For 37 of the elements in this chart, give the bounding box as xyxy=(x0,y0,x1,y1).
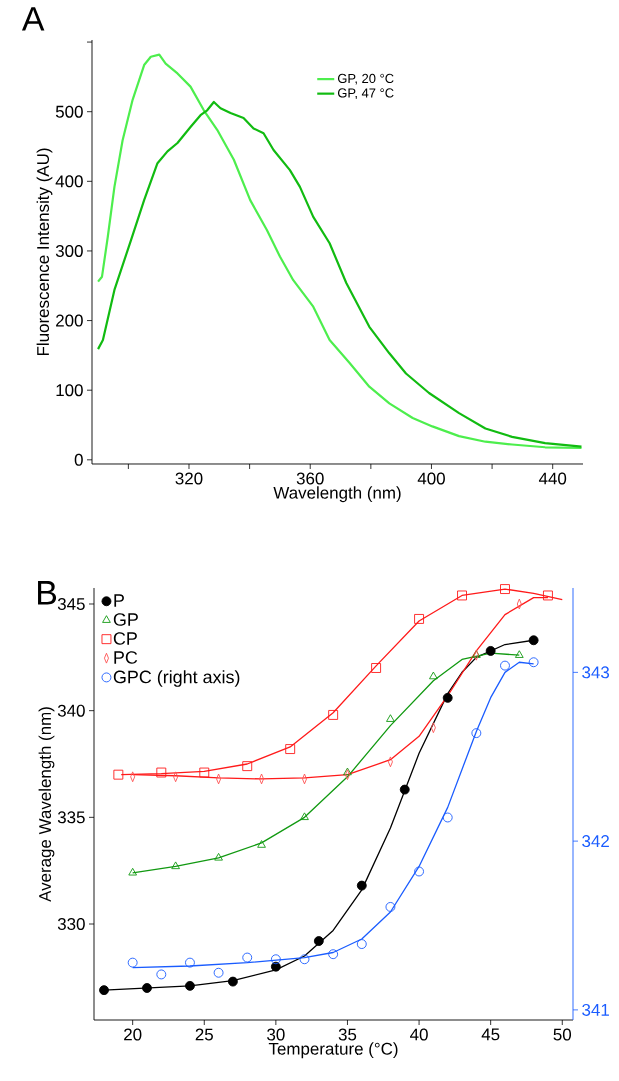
legend-label: GP xyxy=(113,613,138,626)
x-tick-label: 400 xyxy=(417,472,445,485)
y-tick-label: 340 xyxy=(57,704,85,717)
chart-title: A xyxy=(21,7,45,31)
legend-label: P xyxy=(114,594,124,607)
y-tick-label: 500 xyxy=(55,105,83,118)
y2-tick-label: 342 xyxy=(582,835,609,848)
y-axis-title: Average Wavelength (nm) xyxy=(38,707,55,902)
x-tick-label: 320 xyxy=(175,472,203,485)
y-tick-label: 300 xyxy=(55,244,83,257)
x-tick-label: 20 xyxy=(124,1028,142,1041)
x-axis-title: Temperature (°C) xyxy=(268,1042,398,1059)
x-tick-label: 40 xyxy=(410,1028,428,1041)
y-axis-title: Fluorescence Intensity (AU) xyxy=(36,148,53,356)
y-tick-label: 345 xyxy=(57,598,85,610)
legend-label: GP, 20 °C xyxy=(337,73,394,85)
y-tick-label: 100 xyxy=(56,384,83,397)
x-tick-label: 25 xyxy=(195,1028,213,1041)
x-tick-label: 45 xyxy=(481,1028,500,1041)
x-tick-label: 35 xyxy=(338,1028,357,1041)
x-tick-label: 50 xyxy=(553,1028,572,1041)
chart-title: B xyxy=(38,581,57,605)
y-tick-label: 400 xyxy=(55,175,83,188)
y2-tick-label: 343 xyxy=(582,666,610,679)
legend-label: CP xyxy=(113,632,137,645)
x-axis-title: Wavelength (nm) xyxy=(273,486,401,503)
x-tick-label: 360 xyxy=(296,472,324,485)
legend-label: GPC (right axis) xyxy=(113,670,240,687)
y-tick-label: 200 xyxy=(56,314,83,327)
y2-tick-label: 341 xyxy=(582,1003,609,1016)
x-tick-label: 30 xyxy=(267,1028,285,1041)
legend-label: GP, 47 °C xyxy=(337,88,394,100)
x-tick-label: 440 xyxy=(538,472,567,485)
y-tick-label: 335 xyxy=(57,811,85,824)
y-tick-label: 0 xyxy=(74,453,83,466)
y-tick-label: 330 xyxy=(57,918,85,930)
legend-label: PC xyxy=(114,651,138,664)
